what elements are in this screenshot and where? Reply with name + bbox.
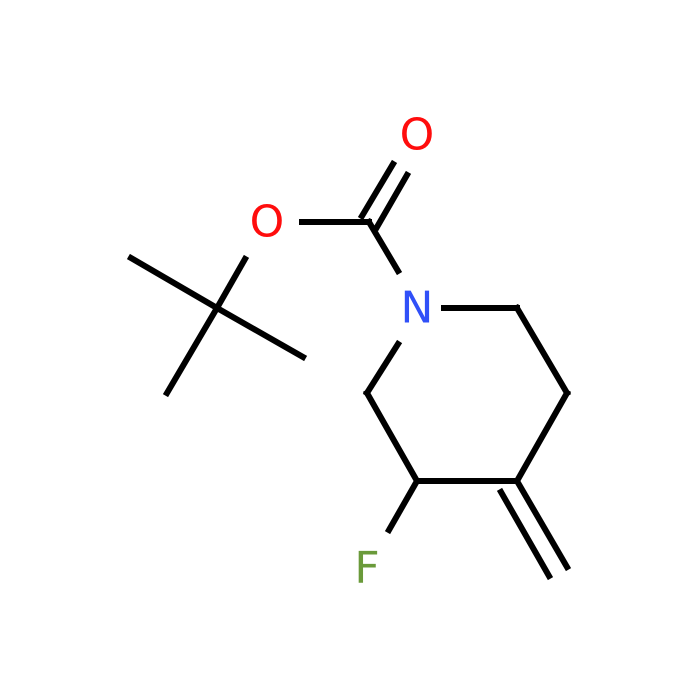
bond — [512, 476, 572, 572]
atom-label: N — [401, 283, 434, 334]
atom-label: O — [250, 197, 285, 248]
bond — [362, 388, 422, 486]
bond — [212, 254, 250, 313]
atom-label: F — [354, 543, 379, 594]
bond — [126, 253, 222, 313]
atom-label: O — [400, 110, 435, 161]
bond — [364, 217, 403, 276]
bond — [362, 339, 403, 398]
bond — [162, 303, 222, 398]
bond — [212, 303, 308, 362]
bond — [512, 303, 572, 398]
bond — [496, 487, 554, 581]
bond — [372, 170, 412, 232]
bonds — [126, 159, 572, 581]
bond — [357, 159, 398, 221]
bond — [512, 388, 572, 486]
bond — [384, 476, 422, 535]
